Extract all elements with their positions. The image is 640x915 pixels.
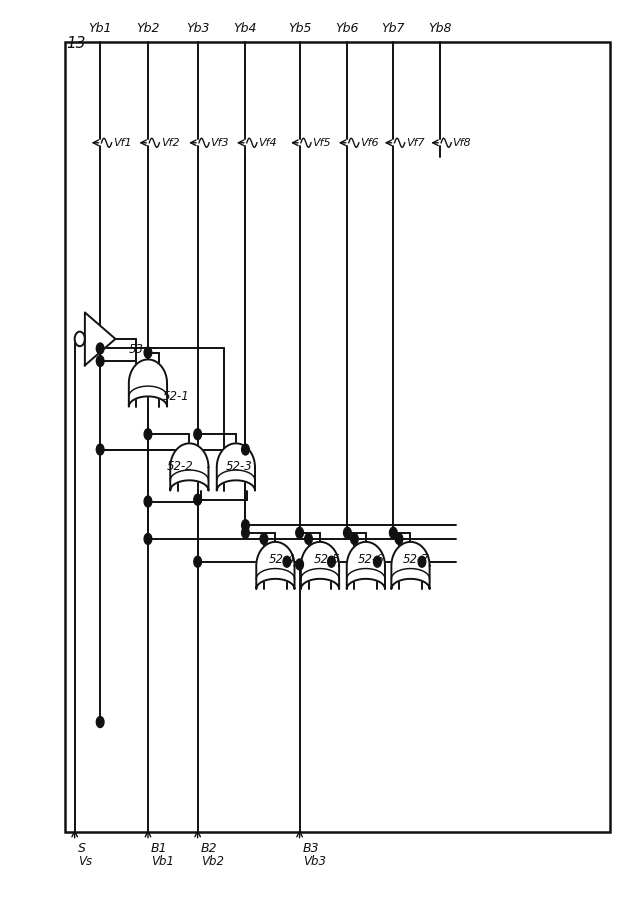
Text: 52-7: 52-7 xyxy=(403,554,429,566)
Text: Yb4: Yb4 xyxy=(234,22,257,35)
Text: Vb2: Vb2 xyxy=(201,856,224,868)
Text: 52-2: 52-2 xyxy=(167,460,194,473)
Text: Yb8: Yb8 xyxy=(428,22,452,35)
Circle shape xyxy=(283,556,291,567)
Text: S: S xyxy=(78,843,86,856)
Circle shape xyxy=(296,559,303,570)
Circle shape xyxy=(242,444,249,455)
Circle shape xyxy=(194,429,202,440)
Circle shape xyxy=(390,527,397,538)
Text: Vf4: Vf4 xyxy=(258,138,277,148)
Polygon shape xyxy=(217,444,255,490)
Text: Yb5: Yb5 xyxy=(288,22,311,35)
Circle shape xyxy=(75,331,85,346)
Text: Vb1: Vb1 xyxy=(151,856,174,868)
Circle shape xyxy=(260,533,268,544)
Text: Vf2: Vf2 xyxy=(161,138,179,148)
Circle shape xyxy=(97,716,104,727)
Circle shape xyxy=(97,444,104,455)
Text: Yb6: Yb6 xyxy=(335,22,359,35)
Text: Vf8: Vf8 xyxy=(452,138,471,148)
Text: 52-1: 52-1 xyxy=(163,390,189,403)
Text: B1: B1 xyxy=(151,843,168,856)
Circle shape xyxy=(242,527,249,538)
Circle shape xyxy=(144,496,152,507)
Circle shape xyxy=(328,556,335,567)
Text: 52-4: 52-4 xyxy=(269,554,296,566)
Text: Vf5: Vf5 xyxy=(312,138,331,148)
Text: Yb7: Yb7 xyxy=(381,22,405,35)
Circle shape xyxy=(305,533,312,544)
Text: 52-6: 52-6 xyxy=(358,554,385,566)
Text: Vf1: Vf1 xyxy=(113,138,132,148)
Circle shape xyxy=(144,533,152,544)
Polygon shape xyxy=(347,542,385,589)
Circle shape xyxy=(296,527,303,538)
Circle shape xyxy=(144,429,152,440)
Circle shape xyxy=(395,533,403,544)
Circle shape xyxy=(97,343,104,354)
Polygon shape xyxy=(170,444,209,490)
Circle shape xyxy=(418,556,426,567)
Text: Vb3: Vb3 xyxy=(303,856,326,868)
FancyBboxPatch shape xyxy=(65,42,610,832)
Circle shape xyxy=(97,356,104,367)
Text: 52-3: 52-3 xyxy=(226,460,252,473)
Polygon shape xyxy=(256,542,294,589)
Polygon shape xyxy=(85,312,115,365)
Circle shape xyxy=(374,556,381,567)
Text: 53: 53 xyxy=(129,343,144,356)
Text: 52-5: 52-5 xyxy=(314,554,340,566)
Text: Vs: Vs xyxy=(78,856,92,868)
Circle shape xyxy=(351,533,358,544)
Text: B3: B3 xyxy=(303,843,319,856)
Text: Vf3: Vf3 xyxy=(211,138,229,148)
Circle shape xyxy=(194,494,202,505)
Circle shape xyxy=(344,527,351,538)
Polygon shape xyxy=(129,360,167,406)
Text: Yb3: Yb3 xyxy=(186,22,209,35)
Text: Vf7: Vf7 xyxy=(406,138,425,148)
Polygon shape xyxy=(392,542,429,589)
Polygon shape xyxy=(301,542,339,589)
Text: Vf6: Vf6 xyxy=(360,138,379,148)
Text: B2: B2 xyxy=(201,843,218,856)
Circle shape xyxy=(144,347,152,358)
Text: 13: 13 xyxy=(67,36,86,51)
Circle shape xyxy=(194,556,202,567)
Circle shape xyxy=(242,520,249,531)
Text: Yb2: Yb2 xyxy=(136,22,160,35)
Text: Yb1: Yb1 xyxy=(88,22,112,35)
